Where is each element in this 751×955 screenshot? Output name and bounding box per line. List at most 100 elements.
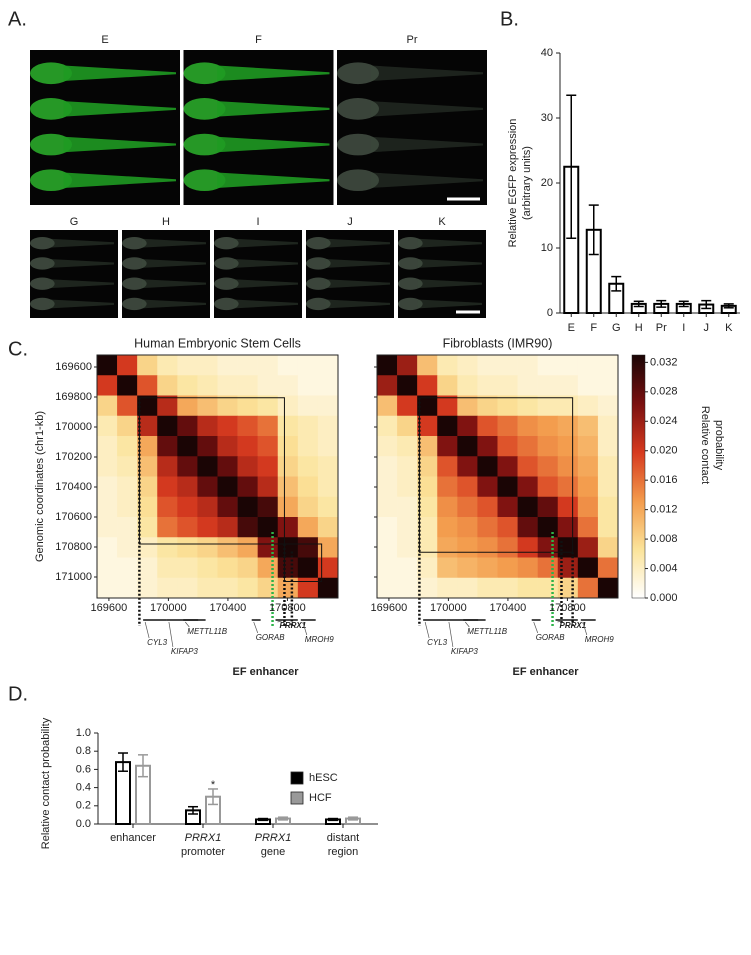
gene-label: CYL3 [427,638,448,647]
gene-label: GORAB [536,633,566,642]
image [122,230,210,318]
y-axis-label: Genomic coordinates (chr1-kb) [34,411,46,562]
heatmap-cell [537,517,559,538]
image [398,230,486,318]
x-tick-label: E [568,322,575,334]
heatmap-cell [177,557,198,579]
gene-leader [424,621,430,639]
fish-head [30,98,72,120]
image-label: Pr [407,34,418,46]
heatmap-cell [457,456,478,477]
fish-head [183,62,226,85]
fish-head [30,169,72,192]
heatmap-cell [97,496,118,518]
error-bar [208,788,218,806]
x-tick-label: 169600 [371,602,408,614]
heatmap-cell [537,456,559,477]
heatmap-cell [597,517,619,538]
heatmap-cell [297,537,319,558]
heatmap-cell [237,395,258,417]
fish-body [217,65,330,81]
image [30,230,118,318]
heatmap-cell [417,415,438,437]
fish-body [217,172,330,188]
heatmap-cell [177,577,198,599]
panel-label: C. [8,338,28,360]
heatmap-cell [417,436,438,457]
heatmap-cell [117,517,138,538]
heatmap-cell [417,557,438,579]
heatmap-cell [477,355,498,376]
image [183,50,334,205]
error-bar [118,752,128,772]
heatmap-cell [477,375,498,396]
heatmap-cell [117,557,138,579]
heatmap-cell [497,537,518,558]
heatmap-cell [217,355,238,376]
x-tick-label: region [328,846,359,858]
image-label: E [101,34,108,46]
heatmap-cell [157,395,178,417]
heatmap-cell [457,577,478,599]
heatmap-cell [217,577,238,599]
heatmap-cell [177,496,198,518]
colorbar-label: probability [713,420,725,471]
error-bar [588,204,599,256]
fish-body [233,238,298,248]
heatmap-cell [137,517,158,538]
heatmap-cell [557,395,579,417]
heatmap-cell [437,476,458,498]
heatmap-cell [457,415,478,437]
heatmap-cell [157,375,178,396]
heatmap-cell [397,517,418,538]
heatmap-cell [397,476,418,498]
heatmap-cell [257,517,279,538]
heatmap-cell [557,375,579,396]
colorbar-tick-label: 0.020 [650,445,678,457]
y-axis-label: (arbitrary units) [521,146,533,220]
heatmap-cell [277,577,299,599]
heatmap-cell [477,415,498,437]
y-tick-label: 0.2 [76,800,91,812]
heatmap-cell [477,577,498,599]
heatmap-cell [317,395,339,417]
heatmap-cell [537,395,559,417]
heatmap-cell [257,577,279,599]
heatmap-cell [97,456,118,477]
image-label: I [256,216,259,228]
heatmap-cell [437,456,458,477]
heatmap-cell [237,537,258,558]
heatmap-cell [397,375,418,396]
heatmap-cell [497,577,518,599]
fish-head [30,62,72,85]
heatmap-cell [237,577,258,599]
heatmap-cell [437,436,458,457]
y-tick-label: 0.8 [76,745,91,757]
heatmap-cell [197,395,218,417]
heatmap-cell [557,355,579,376]
gene-label: CYL3 [147,638,168,647]
heatmap-cell [537,436,559,457]
heatmap-cell [237,496,258,518]
heatmap-cell [317,375,339,396]
heatmap-cell [497,496,518,518]
heatmap-cell [317,517,339,538]
fish-body [325,259,390,268]
heatmap-cell [577,456,599,477]
y-tick-label: 0 [547,307,553,319]
x-tick-label: PRRX1 [185,832,222,844]
heatmap-cell [137,395,158,417]
y-tick-label: 0.6 [76,763,91,775]
gene-label: PRRX1 [560,621,587,630]
heatmap-cell [177,415,198,437]
error-bar [348,816,358,821]
heatmap-cell [577,537,599,558]
fish-body [417,299,482,309]
heatmap-cell [117,456,138,477]
heatmap-cell [557,415,579,437]
fish-head [214,237,239,250]
fish-body [217,101,330,117]
fish-head [122,257,147,270]
colorbar-label: Relative contact [699,406,711,484]
